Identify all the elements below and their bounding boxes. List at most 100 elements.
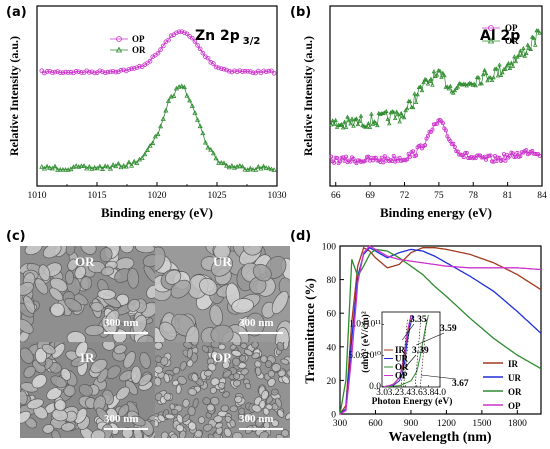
data-point [263, 69, 269, 75]
data-point [205, 144, 211, 150]
panel-b-frame [329, 5, 543, 187]
data-point [271, 70, 277, 76]
annotation-arrow [420, 374, 457, 380]
data-point [430, 82, 435, 87]
legend-marker [488, 25, 494, 31]
annotation-arrow [416, 332, 445, 346]
data-point [73, 69, 79, 74]
data-point [60, 70, 66, 75]
y-tick-label: 0 [331, 411, 336, 421]
data-point [446, 86, 452, 91]
data-point [102, 163, 108, 169]
data-point [398, 110, 404, 116]
scalebar [239, 428, 283, 430]
data-point [97, 163, 103, 169]
data-point [52, 69, 58, 75]
legend-label: OR [132, 45, 146, 55]
data-point [537, 153, 542, 158]
data-point [344, 154, 349, 159]
data-point [519, 52, 525, 57]
data-point [121, 67, 126, 73]
data-point [155, 50, 161, 56]
data-point [373, 120, 379, 125]
data-point [400, 114, 405, 119]
panel-d-frame [339, 245, 542, 415]
data-point [414, 153, 419, 158]
y-tick-label: 100 [322, 243, 337, 253]
data-point [415, 92, 420, 97]
data-point [144, 147, 150, 153]
data-point [237, 163, 243, 168]
data-point [110, 162, 116, 167]
data-point [407, 99, 413, 104]
data-point [79, 70, 84, 75]
inset-xlabel: Photon Energy (eV) [372, 396, 453, 407]
data-point [493, 153, 498, 158]
data-point [224, 162, 230, 168]
data-point [255, 163, 261, 169]
data-point [488, 75, 493, 80]
data-point [364, 124, 370, 129]
data-point [137, 63, 142, 69]
data-point [448, 139, 453, 144]
data-point [448, 83, 453, 88]
inset-x-tick-label: 3.0 [376, 388, 388, 398]
data-point [192, 39, 198, 44]
data-point [367, 124, 373, 129]
x-tick-label: 300 [333, 419, 348, 429]
data-point [354, 116, 359, 121]
sem-label-or: OR [75, 254, 95, 269]
panel-b-ylabel: Relative Intensity (a.u.) [301, 36, 315, 156]
data-point [268, 166, 275, 172]
data-point [532, 42, 538, 47]
data-point [242, 68, 248, 74]
series-line [41, 85, 275, 171]
sem-quadrant-ir: IR 300 nm [20, 342, 155, 438]
data-point [219, 66, 224, 71]
data-point [381, 110, 386, 116]
data-point [147, 143, 153, 148]
data-point [55, 167, 61, 172]
scalebar [104, 332, 148, 334]
data-point [234, 69, 240, 75]
data-point [102, 70, 108, 76]
data-point [113, 163, 119, 169]
data-point [155, 131, 161, 137]
data-point [332, 160, 337, 165]
data-point [361, 123, 367, 128]
data-point [202, 139, 209, 145]
inset-x-tick-label: 3.6 [411, 388, 423, 398]
data-point [329, 154, 334, 159]
data-point [218, 160, 224, 165]
data-point [174, 30, 179, 36]
data-point [260, 163, 267, 169]
data-point [427, 78, 432, 84]
data-point [47, 68, 53, 74]
data-point [44, 163, 50, 169]
data-point [211, 61, 216, 66]
data-point [73, 163, 79, 168]
data-point [370, 121, 376, 126]
sem-label-ir: IR [80, 350, 95, 365]
data-point [437, 68, 443, 73]
data-point [189, 103, 195, 108]
x-tick-label: 84 [537, 191, 547, 201]
data-point [512, 54, 517, 59]
data-point [271, 167, 277, 172]
data-point [89, 69, 95, 75]
data-point [391, 109, 396, 114]
data-point [425, 81, 431, 86]
data-point [39, 164, 45, 169]
data-point [134, 160, 140, 166]
data-point [247, 165, 253, 171]
data-point [232, 68, 237, 74]
data-point [392, 115, 398, 121]
data-point [408, 154, 413, 159]
fit-line [414, 318, 422, 388]
data-point [115, 160, 121, 166]
data-point [385, 116, 391, 121]
data-point [455, 149, 460, 154]
inset-legend-label: UR [395, 354, 408, 364]
data-point [383, 108, 389, 113]
